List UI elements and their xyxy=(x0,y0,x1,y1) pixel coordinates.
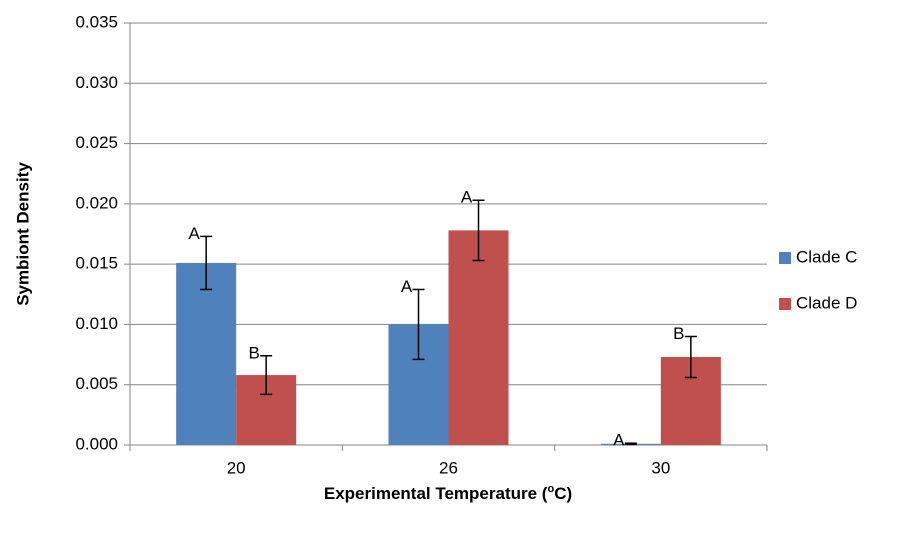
legend-swatch xyxy=(779,252,791,264)
y-tick-label: 0.020 xyxy=(75,193,118,212)
legend-label: Clade D xyxy=(796,293,857,312)
legend-swatch xyxy=(779,298,791,310)
error-bar xyxy=(472,199,485,262)
legend-label: Clade C xyxy=(796,247,857,266)
significance-letter: A xyxy=(461,188,473,207)
y-tick-label: 0.025 xyxy=(75,133,118,152)
significance-letter: B xyxy=(673,324,684,343)
y-axis-title: Symbiont Density xyxy=(13,162,32,306)
x-tick-label: 20 xyxy=(227,458,246,477)
significance-letter: A xyxy=(401,277,413,296)
x-title-text: Experimental Temperature ( xyxy=(324,484,548,503)
bar xyxy=(448,230,509,445)
y-tick-label: 0.000 xyxy=(75,434,118,453)
error-bar xyxy=(260,355,273,396)
x-title-tail: C) xyxy=(554,484,572,503)
error-bar xyxy=(412,288,425,361)
significance-letter: A xyxy=(613,431,625,450)
error-bar xyxy=(624,442,637,446)
y-tick-label: 0.030 xyxy=(75,73,118,92)
y-tick-label: 0.035 xyxy=(75,12,118,31)
y-tick-label: 0.015 xyxy=(75,254,118,273)
error-bar xyxy=(200,235,213,291)
x-axis-title: Experimental Temperature (oC) xyxy=(324,483,572,504)
error-bar xyxy=(684,335,697,379)
significance-letter: A xyxy=(188,224,200,243)
y-tick-label: 0.010 xyxy=(75,314,118,333)
y-tick-label: 0.005 xyxy=(75,374,118,393)
x-tick-label: 30 xyxy=(651,458,670,477)
x-title-sup: o xyxy=(547,483,554,495)
x-tick-label: 26 xyxy=(439,458,458,477)
bar xyxy=(176,262,237,445)
significance-letter: B xyxy=(248,343,259,362)
